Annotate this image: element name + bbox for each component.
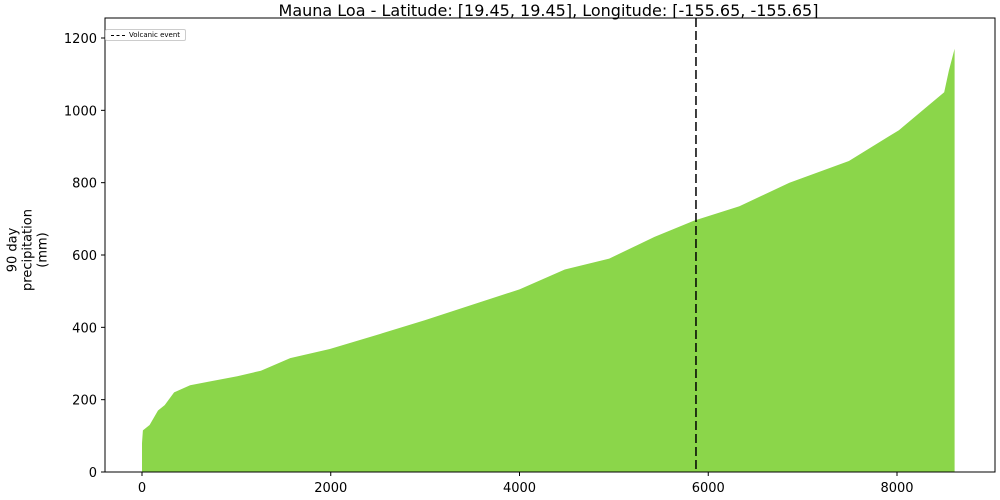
y-axis: 0 200 400 600 800 1000 1200 (64, 32, 105, 481)
legend: Volcanic event (105, 29, 187, 41)
y-tick-label: 400 (72, 321, 97, 336)
x-tick-label: 4000 (503, 481, 536, 496)
axes-frame (104, 17, 996, 473)
y-tick-label: 0 (89, 466, 97, 481)
y-tick-label: 800 (72, 177, 97, 192)
x-tick-label: 8000 (880, 481, 913, 496)
precipitation-area (142, 48, 955, 473)
dashed-line-icon (111, 34, 125, 36)
legend-label: Volcanic event (129, 31, 181, 39)
y-tick-label: 200 (72, 394, 97, 409)
x-axis: 0 2000 4000 6000 8000 (138, 472, 914, 496)
y-tick-label: 1200 (64, 32, 97, 47)
precipitation-bars (142, 48, 955, 473)
x-tick-label: 2000 (314, 481, 347, 496)
y-tick-label: 1000 (64, 104, 97, 119)
x-tick-label: 6000 (692, 481, 725, 496)
chart-title: Mauna Loa - Latitude: [19.45, 19.45], Lo… (278, 1, 819, 20)
x-tick-label: 0 (138, 481, 146, 496)
y-tick-label: 600 (72, 249, 97, 264)
